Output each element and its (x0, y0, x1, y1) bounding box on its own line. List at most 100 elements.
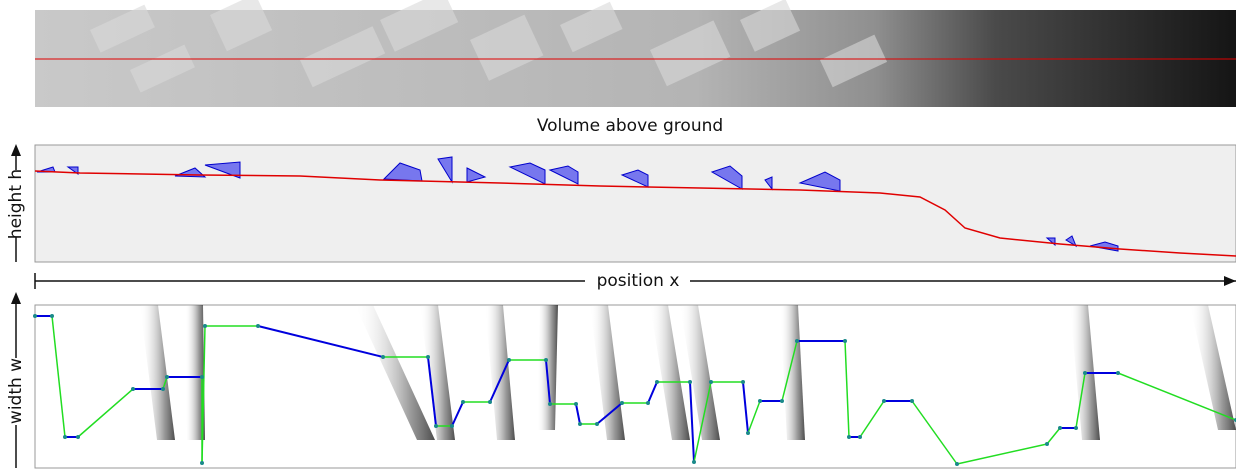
streak (680, 305, 720, 440)
path-node (450, 424, 454, 428)
transition-segment (1117, 372, 1236, 421)
width-panel (34, 304, 1236, 469)
panel-title: Volume above ground (537, 116, 723, 136)
path-node (488, 400, 492, 404)
path-node (426, 355, 430, 359)
optimal-path (33, 314, 1236, 466)
width-segment (596, 402, 623, 425)
streak (420, 305, 455, 440)
volume-blob (466, 167, 487, 183)
transition-segment (1046, 427, 1061, 445)
roof (90, 4, 155, 53)
volume-blob (1065, 235, 1078, 248)
transition-segment (1075, 372, 1086, 429)
path-node (847, 435, 851, 439)
path-node (709, 380, 713, 384)
roof (380, 0, 459, 52)
path-node (758, 399, 762, 403)
transition-segment (781, 340, 798, 402)
transition-segment (859, 400, 885, 438)
streak (1190, 305, 1236, 430)
path-node (955, 462, 959, 466)
roof (300, 26, 386, 88)
roof (820, 34, 888, 88)
width-segment (647, 381, 658, 404)
path-node (780, 399, 784, 403)
roof (470, 14, 544, 81)
path-node (548, 402, 552, 406)
path-node (1074, 426, 1078, 430)
path-node (858, 435, 862, 439)
path-node (161, 387, 165, 391)
path-node (746, 431, 750, 435)
width-segment (689, 381, 695, 463)
roof (210, 0, 273, 52)
path-node (165, 375, 169, 379)
path-node (256, 324, 260, 328)
path-node (544, 358, 548, 362)
x-axis-label: position x (597, 271, 680, 291)
transition-segment (693, 381, 712, 463)
streak (590, 305, 625, 440)
width-segment (427, 356, 437, 427)
path-node (381, 355, 385, 359)
width-segment (545, 359, 551, 405)
transition-segment (51, 315, 66, 438)
path-node (76, 435, 80, 439)
path-node (882, 399, 886, 403)
path-node (33, 314, 37, 318)
transition-segment (844, 340, 850, 438)
width-segment (451, 401, 464, 427)
transition-segment (162, 376, 168, 390)
path-node (1116, 371, 1120, 375)
streak (185, 305, 205, 440)
volume-blob (437, 156, 453, 184)
height-profile (34, 170, 1236, 257)
path-node (646, 401, 650, 405)
path-node (203, 324, 207, 328)
path-node (1083, 371, 1087, 375)
streak (485, 305, 515, 440)
volume-blob (798, 171, 841, 192)
path-node (200, 461, 204, 465)
path-node (910, 399, 914, 403)
path-node (595, 422, 599, 426)
y-axis-label: width w (6, 358, 26, 424)
path-node (655, 380, 659, 384)
path-node (1058, 426, 1062, 430)
path-node (507, 358, 511, 362)
streak (780, 305, 805, 440)
path-node (688, 380, 692, 384)
path-node (131, 387, 135, 391)
width-segment (489, 359, 510, 403)
path-node (63, 435, 67, 439)
path-node (843, 339, 847, 343)
volume-blob (548, 165, 579, 185)
roof (740, 0, 801, 52)
height-panel (34, 144, 1236, 263)
width-segment (257, 325, 384, 358)
streak (355, 305, 435, 440)
roof (129, 44, 195, 93)
streak (140, 305, 175, 440)
volume-blob (764, 176, 773, 191)
path-node (578, 422, 582, 426)
volume-blob (710, 165, 743, 190)
volume-blob (508, 162, 546, 185)
volume-blob (204, 161, 241, 179)
streak (650, 305, 690, 440)
transition-segment (747, 400, 761, 434)
path-node (434, 424, 438, 428)
axis-arrow (1224, 276, 1236, 286)
axis-arrow (11, 144, 21, 156)
roof (560, 1, 623, 53)
transition-segment (201, 325, 206, 464)
path-node (200, 375, 204, 379)
path-node (50, 314, 54, 318)
path-node (692, 460, 696, 464)
path-node (461, 400, 465, 404)
volume-blobs (36, 156, 1119, 252)
transition-segment (77, 388, 134, 438)
transition-segment (911, 400, 958, 465)
